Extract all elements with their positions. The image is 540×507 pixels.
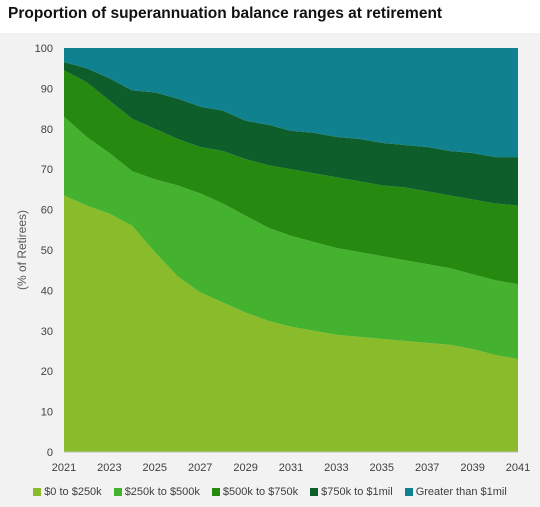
legend-label: $250k to $500k	[124, 486, 200, 498]
y-axis-ticks: 0 10 20 30 40 50 60 70 80 90 100	[35, 43, 53, 459]
x-tick-label: 2041	[506, 462, 530, 474]
y-tick-label: 50	[41, 245, 53, 257]
y-tick-label: 100	[35, 43, 53, 55]
legend-item: $250k to $500k	[113, 486, 200, 498]
y-tick-label: 20	[41, 366, 53, 378]
area-series-5	[64, 48, 518, 158]
y-axis-label: (% of Retirees)	[15, 210, 29, 290]
area-series-group	[64, 48, 518, 452]
legend: $0 to $250k $250k to $500k $500k to $750k $…	[0, 486, 540, 498]
area-series-4	[64, 62, 518, 206]
x-tick-label: 2033	[324, 462, 348, 474]
x-tick-label: 2021	[52, 462, 76, 474]
x-tick-label: 2025	[143, 462, 167, 474]
legend-item: $750k to $1mil	[310, 486, 393, 498]
x-axis-ticks: 2021 2023 2025 2027 2029 2031 2033 2035 2037 2039…	[52, 462, 530, 474]
y-tick-label: 90	[41, 83, 53, 95]
legend-swatch	[310, 488, 319, 496]
x-tick-label: 2039	[460, 462, 484, 474]
legend-swatch	[33, 488, 42, 496]
legend-label: $750k to $1mil	[321, 486, 393, 498]
legend-label: $500k to $750k	[222, 486, 299, 498]
y-tick-label: 0	[47, 447, 53, 459]
area-series-3	[64, 70, 518, 285]
x-tick-label: 2023	[97, 462, 121, 474]
legend-item: $0 to $250k	[33, 486, 102, 498]
area-series-1	[64, 195, 518, 452]
x-tick-label: 2029	[233, 462, 257, 474]
legend-swatch	[404, 488, 413, 496]
legend-label: $0 to $250k	[44, 486, 102, 498]
x-tick-label: 2031	[279, 462, 303, 474]
y-tick-label: 10	[41, 407, 53, 419]
area-series-2	[64, 116, 518, 360]
y-tick-label: 80	[41, 124, 53, 136]
y-tick-label: 70	[41, 164, 53, 176]
legend-swatch	[113, 488, 122, 496]
legend-label: Greater than $1mil	[415, 486, 507, 498]
x-tick-label: 2037	[415, 462, 439, 474]
legend-item: Greater than $1mil	[404, 486, 507, 498]
x-tick-label: 2035	[370, 462, 394, 474]
legend-swatch	[211, 488, 220, 496]
chart-title: Proportion of superannuation balance ran…	[8, 5, 443, 22]
y-tick-label: 30	[41, 326, 53, 338]
y-tick-label: 60	[41, 205, 53, 217]
x-tick-label: 2027	[188, 462, 212, 474]
legend-item: $500k to $750k	[211, 486, 299, 498]
y-tick-label: 40	[41, 285, 53, 297]
